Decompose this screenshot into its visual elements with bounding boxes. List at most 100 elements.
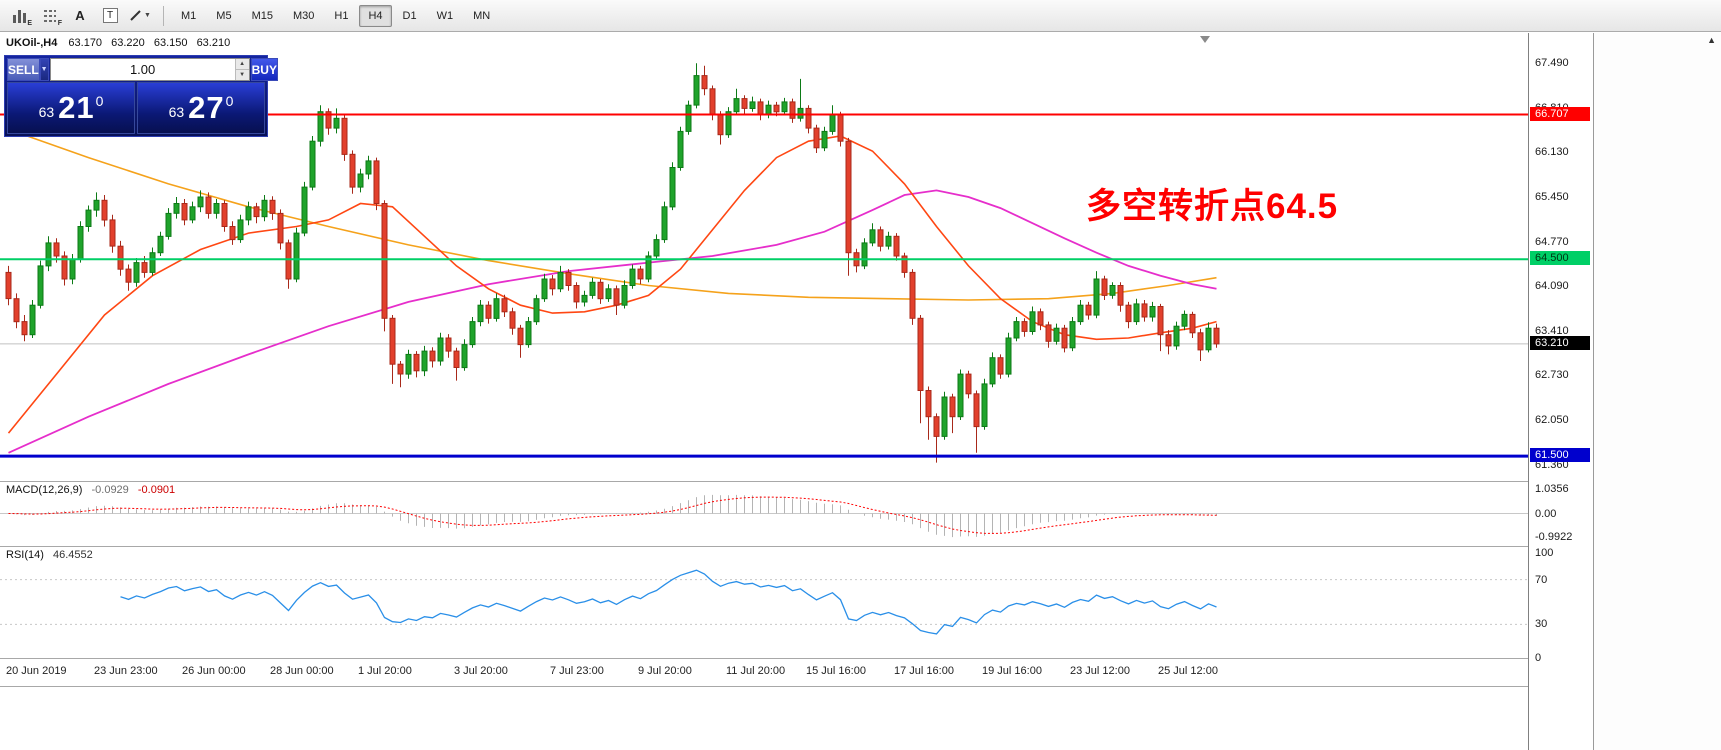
indicator-f-icon[interactable]: F	[36, 4, 64, 28]
price-badge-64.500: 64.500	[1530, 251, 1590, 266]
grid-glyph	[44, 9, 56, 22]
chart-window: 20 Jun 2019 23 Jun 23:00 26 Jun 00:00 28 Ju…	[0, 33, 1721, 750]
price-tick-label: 63.410	[1535, 324, 1569, 337]
time-axis[interactable]: 20 Jun 2019 23 Jun 23:00 26 Jun 00:00 28 Ju…	[0, 658, 1528, 686]
toolbar-separator	[163, 5, 164, 26]
ohlc-low: 63.150	[153, 37, 188, 49]
top-toolbar: E F A T ▼ M1 M5 M15 M30 H1 H4 D1 W1 MN	[0, 0, 1721, 32]
time-axis-label: 26 Jun 00:00	[182, 665, 246, 677]
price-tick-label: 62.050	[1535, 413, 1569, 426]
ohlc-high: 63.220	[111, 37, 145, 49]
symbol-info-line: UKOil-,H4 63.170 63.220 63.150 63.210	[6, 37, 236, 49]
one-click-trade-panel: SELL ▼ ▲ ▼ BUY 63 21 0 63 27 0	[4, 55, 278, 137]
volume-stepper: ▲ ▼	[234, 59, 249, 80]
time-axis-label: 3 Jul 20:00	[454, 665, 508, 677]
rsi-svg	[0, 569, 1528, 635]
volume-field: ▲ ▼	[49, 58, 250, 81]
order-type-dropdown[interactable]: ▼	[39, 58, 49, 81]
time-axis-label: 19 Jul 16:00	[982, 665, 1042, 677]
time-axis-label: 20 Jun 2019	[6, 665, 67, 677]
sell-price-pip: 0	[95, 93, 104, 109]
rsi-label-row: RSI(14) 46.4552	[6, 549, 93, 561]
time-axis-label: 9 Jul 20:00	[638, 665, 692, 677]
text-label-tool-button[interactable]: T	[96, 4, 124, 28]
timeframe-h1[interactable]: H1	[325, 5, 357, 27]
spinner-up-icon[interactable]: ▲	[235, 59, 249, 70]
timeframe-m5[interactable]: M5	[207, 5, 240, 27]
time-axis-label: 28 Jun 00:00	[270, 665, 334, 677]
indicator-e-sub-label: E	[27, 19, 32, 27]
price-tick-label: 61.360	[1535, 459, 1569, 472]
macd-label-row: MACD(12,26,9) -0.0929 -0.0901	[6, 484, 175, 496]
ohlc-open: 63.170	[68, 37, 103, 49]
timeframe-m15[interactable]: M15	[243, 5, 282, 27]
macd-tick-label: -0.9922	[1535, 531, 1573, 544]
timeframe-button-group: M1 M5 M15 M30 H1 H4 D1 W1 MN	[171, 4, 500, 27]
timeframe-m1[interactable]: M1	[172, 5, 205, 27]
time-axis-label: 23 Jun 23:00	[94, 665, 158, 677]
time-axis-label: 25 Jul 12:00	[1158, 665, 1218, 677]
bar-chart-glyph	[13, 9, 26, 23]
chart-text-annotation[interactable]: 多空转折点64.5	[1086, 187, 1339, 226]
chevron-down-icon: ▼	[144, 12, 151, 19]
candles	[5, 63, 1220, 463]
font-icon: A	[75, 8, 85, 23]
pane-separator[interactable]	[0, 546, 1593, 547]
price-badge-66.707: 66.707	[1530, 106, 1590, 121]
macd-subwindow-canvas[interactable]	[0, 481, 1528, 546]
buy-price-prefix: 63	[168, 104, 185, 120]
rsi-tick-label: 30	[1535, 618, 1548, 631]
timeframe-m30[interactable]: M30	[284, 5, 323, 27]
price-tick-label: 62.730	[1535, 369, 1569, 382]
text-tool-icon: T	[102, 8, 118, 23]
time-axis-label: 15 Jul 16:00	[806, 665, 866, 677]
rsi-value: 46.4552	[52, 549, 93, 561]
macd-signal-value: -0.0901	[137, 484, 176, 496]
rsi-line	[120, 569, 1217, 635]
buy-price-button[interactable]: 63 27 0	[137, 82, 265, 134]
sell-price-prefix: 63	[38, 104, 55, 120]
font-tool-button[interactable]: A	[66, 4, 94, 28]
time-axis-label: 1 Jul 20:00	[358, 665, 412, 677]
sell-price-button[interactable]: 63 21 0	[7, 82, 135, 134]
price-tick-label: 64.770	[1535, 235, 1569, 248]
price-tick-label: 64.090	[1535, 280, 1569, 293]
timeframe-d1[interactable]: D1	[394, 5, 426, 27]
price-tick-label: 65.450	[1535, 190, 1569, 203]
price-axis[interactable]: 67.49066.81066.13065.45064.77064.09063.4…	[1528, 33, 1593, 750]
spinner-down-icon[interactable]: ▼	[235, 70, 249, 80]
rsi-tick-label: 100	[1535, 547, 1554, 559]
current-price-badge: 63.210	[1530, 335, 1590, 350]
rsi-tick-label: 70	[1535, 573, 1548, 586]
main-chart-canvas[interactable]	[0, 33, 1528, 481]
volume-input[interactable]	[50, 59, 235, 80]
right-margin-panel: ▲	[1593, 33, 1721, 750]
line-style-tool-button[interactable]: ▼	[126, 4, 154, 28]
rsi-subwindow-canvas[interactable]	[0, 546, 1528, 658]
rsi-tick-label: 0	[1535, 652, 1542, 664]
timeframe-mn[interactable]: MN	[464, 5, 499, 27]
timeframe-h4[interactable]: H4	[359, 4, 392, 27]
chart-shift-marker-icon[interactable]	[1200, 36, 1210, 43]
sell-price-main: 21	[58, 90, 95, 125]
sell-button[interactable]: SELL	[7, 58, 40, 81]
scroll-up-icon: ▲	[1707, 35, 1716, 45]
price-badge-61.500: 61.500	[1530, 448, 1590, 463]
macd-svg	[0, 494, 1528, 538]
rsi-name: RSI(14)	[6, 549, 44, 561]
time-axis-label: 23 Jul 12:00	[1070, 665, 1130, 677]
macd-tick-label: 0.00	[1535, 507, 1557, 520]
timeframe-w1[interactable]: W1	[428, 5, 463, 27]
trendline-icon	[130, 10, 141, 21]
price-chart-svg	[0, 63, 1528, 463]
time-axis-label: 11 Jul 20:00	[726, 665, 786, 677]
pane-separator	[0, 686, 1593, 687]
ma-fast-red	[7, 135, 1217, 434]
buy-button[interactable]: BUY	[250, 58, 278, 81]
ohlc-close: 63.210	[196, 37, 231, 49]
price-tick-label: 67.490	[1535, 57, 1569, 70]
pane-separator[interactable]	[0, 481, 1593, 482]
buy-price-main: 27	[188, 90, 225, 125]
indicator-e-icon[interactable]: E	[6, 4, 34, 28]
macd-main-value: -0.0929	[91, 484, 129, 496]
